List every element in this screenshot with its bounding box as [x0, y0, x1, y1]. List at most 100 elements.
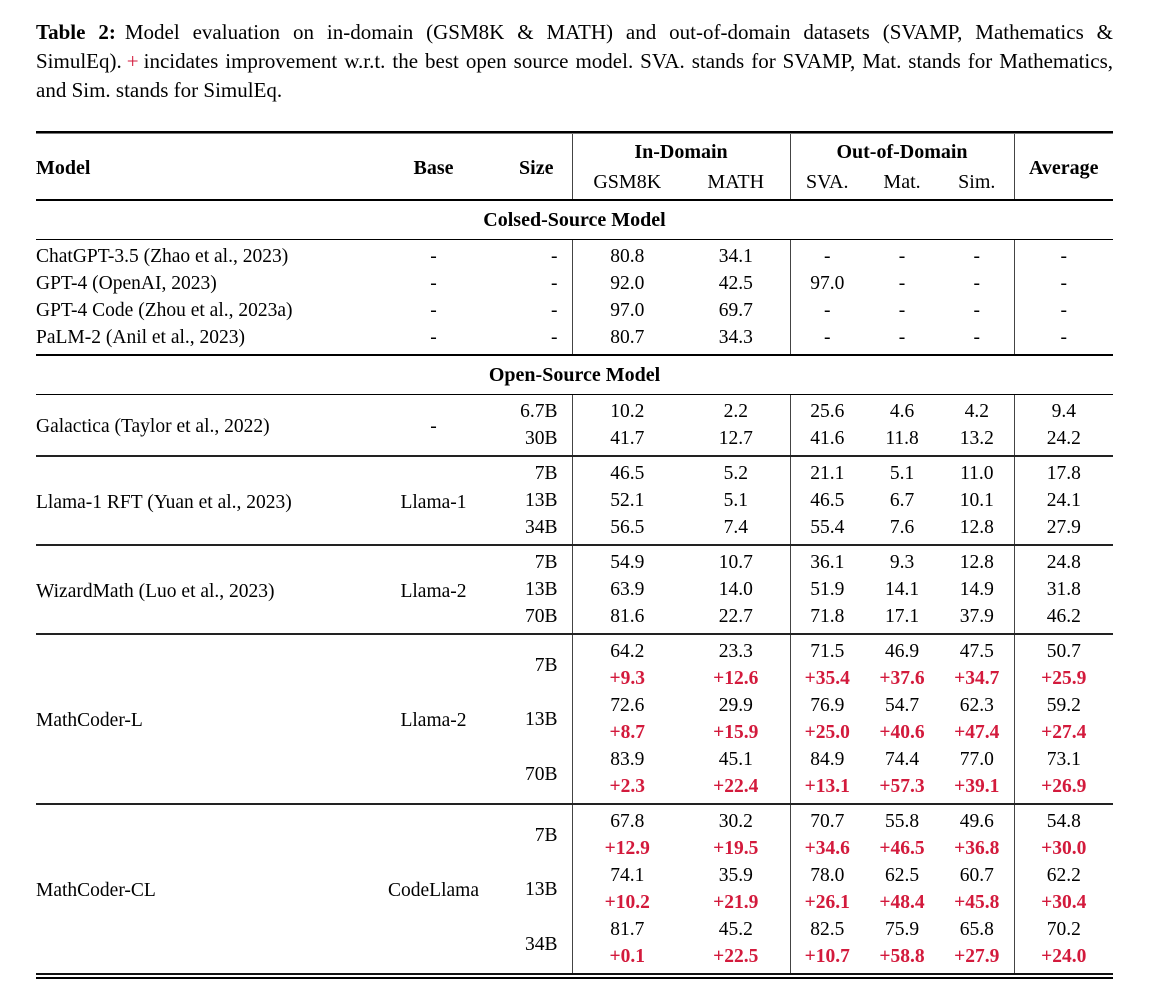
math-value: 34.1: [682, 239, 791, 270]
gsm8k-value: 52.1: [571, 487, 682, 514]
gsm8k-improvement: +8.7: [571, 719, 682, 746]
section-title-closed: Colsed-Source Model: [483, 209, 666, 231]
group-wizardmath: WizardMath (Luo et al., 2023) Llama-2 7B…: [36, 544, 1114, 634]
gsm8k-value: 72.6: [571, 692, 682, 719]
average-value: 24.1: [1013, 487, 1114, 514]
group-closed-source-rows: ChatGPT-3.5 (Zhao et al., 2023) - - 80.8…: [36, 239, 1114, 355]
size-value: 34B: [524, 517, 558, 538]
table-top-rule: [36, 131, 1113, 134]
mat-value: 17.1: [884, 606, 920, 627]
mat-improvement: +37.6: [879, 668, 925, 689]
average-value: -: [1013, 324, 1114, 355]
average-value: 27.9: [1013, 514, 1114, 545]
sva-improvement: +25.0: [789, 719, 865, 746]
col-header-base: Base: [413, 156, 454, 179]
table-row: 70B 83.9 45.1 84.9 74.4 77.0 73.1: [36, 746, 1114, 785]
mat-improvement: +40.6: [879, 722, 925, 743]
math-value: 10.7: [682, 544, 791, 576]
sva-improvement: +13.1: [789, 773, 865, 804]
sva-value: -: [789, 239, 865, 270]
table-header: Model Base Size In-Domain Out-of-Domain …: [36, 134, 1114, 200]
gsm8k-value: 92.0: [571, 270, 682, 297]
col-header-model: Model: [36, 156, 91, 179]
size-value: 7B: [501, 803, 572, 862]
header-row-groups: Model Base Size In-Domain Out-of-Domain …: [36, 134, 1114, 200]
sva-value: 97.0: [789, 270, 865, 297]
math-value: 12.7: [718, 428, 753, 449]
table-row: WizardMath (Luo et al., 2023) Llama-2 7B…: [36, 544, 1114, 634]
average-improvement: +30.0: [1013, 835, 1114, 862]
model-name: GPT-4 (OpenAI, 2023): [36, 273, 217, 294]
math-value: 69.7: [718, 300, 753, 321]
average-value: -: [1013, 239, 1114, 270]
section-title-open: Open-Source Model: [36, 354, 1114, 395]
sva-value: 70.7: [789, 803, 865, 835]
size-value: 13B: [524, 579, 558, 600]
improvement-row: +10.2 +21.9 +26.1 +48.4 +45.8 +30.4: [36, 889, 1114, 916]
math-value: 45.2: [718, 919, 753, 940]
sim-improvement: +27.9: [954, 946, 1000, 967]
sim-value: 60.7: [959, 865, 994, 886]
sva-value: 76.9: [789, 692, 865, 719]
average-value: 54.8: [1013, 803, 1114, 835]
math-value: 30.2: [682, 803, 791, 835]
size-value: 6.7B: [501, 394, 572, 425]
math-value: 29.9: [718, 695, 753, 716]
average-value: 62.2: [1013, 862, 1114, 889]
base-value: CodeLlama: [366, 803, 501, 973]
mat-value: -: [898, 273, 906, 294]
average-value: -: [1013, 297, 1114, 324]
base-value: -: [430, 300, 437, 321]
caption-text-after-plus: incidates improvement w.r.t. the best op…: [36, 49, 1113, 102]
mat-value: 7.6: [889, 517, 915, 538]
base-value: -: [430, 273, 437, 294]
sva-improvement: +35.4: [789, 665, 865, 692]
gsm8k-value: 46.5: [571, 455, 682, 487]
gsm8k-value: 54.9: [571, 544, 682, 576]
mat-value: 14.1: [884, 579, 920, 600]
sim-value: 77.0: [959, 749, 994, 770]
col-header-gsm8k: GSM8K: [571, 168, 682, 200]
improvement-row: +12.9 +19.5 +34.6 +46.5 +36.8 +30.0: [36, 835, 1114, 862]
base-value: Llama-1: [366, 455, 501, 545]
math-improvement: +21.9: [713, 892, 759, 913]
mat-value: 55.8: [864, 803, 941, 835]
table-row: 13B 72.6 29.9 76.9 54.7 62.3 59.2: [36, 692, 1114, 730]
average-improvement: +26.9: [1013, 773, 1114, 804]
col-header-average: Average: [1013, 134, 1114, 200]
caption-plus-sign: +: [126, 49, 139, 73]
math-value: 5.2: [682, 455, 791, 487]
mat-value: 4.6: [864, 394, 941, 425]
size-value: 7B: [501, 455, 572, 487]
gsm8k-improvement: +10.2: [571, 889, 682, 916]
table-row: MathCoder-L Llama-2 7B 64.2 23.3 71.5 46…: [36, 633, 1114, 804]
col-header-out-of-domain: Out-of-Domain: [789, 134, 1015, 168]
average-value: 59.2: [1013, 692, 1114, 719]
improvement-row: +2.3 +22.4 +13.1 +57.3 +39.1 +26.9: [36, 773, 1114, 804]
model-name: ChatGPT-3.5 (Zhao et al., 2023): [36, 239, 366, 270]
sva-value: 51.9: [789, 576, 865, 603]
gsm8k-value: 80.8: [571, 239, 682, 270]
gsm8k-value: 67.8: [571, 803, 682, 835]
math-improvement: +22.5: [713, 946, 759, 967]
gsm8k-value: 83.9: [571, 746, 682, 773]
section-title-row: Open-Source Model: [36, 354, 1114, 395]
average-value: 9.4: [1013, 394, 1114, 425]
sim-improvement: +36.8: [954, 838, 1000, 859]
math-improvement: +19.5: [713, 838, 759, 859]
math-value: 34.3: [718, 327, 753, 348]
table-row: PaLM-2 (Anil et al., 2023) - - 80.7 34.3…: [36, 324, 1114, 355]
model-name: Llama-1 RFT (Yuan et al., 2023): [36, 455, 366, 545]
improvement-row: +8.7 +15.9 +25.0 +40.6 +47.4 +27.4: [36, 719, 1114, 746]
size-value: -: [551, 300, 558, 321]
sva-value: 71.5: [789, 633, 865, 665]
sva-value: 21.1: [789, 455, 865, 487]
mat-value: 11.8: [885, 428, 919, 449]
sim-value: -: [973, 273, 981, 294]
gsm8k-value: 74.1: [571, 862, 682, 889]
group-mathcoder-l: MathCoder-L Llama-2 7B 64.2 23.3 71.5 46…: [36, 633, 1114, 804]
table-row: Llama-1 RFT (Yuan et al., 2023) Llama-1 …: [36, 455, 1114, 545]
table-row: 13B 74.1 35.9 78.0 62.5 60.7 62.2: [36, 862, 1114, 900]
sva-value: 36.1: [789, 544, 865, 576]
gsm8k-value: 81.6: [571, 603, 682, 634]
